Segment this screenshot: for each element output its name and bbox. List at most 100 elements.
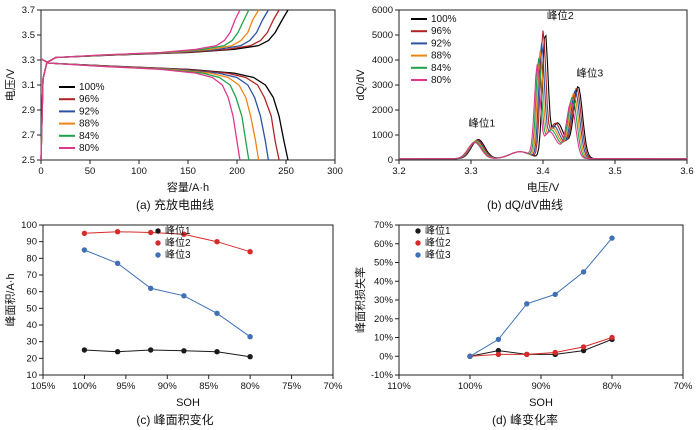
svg-text:20%: 20% <box>374 314 394 325</box>
svg-text:80: 80 <box>26 253 37 264</box>
svg-text:峰面积/A·h: 峰面积/A·h <box>4 273 17 326</box>
svg-text:100%: 100% <box>431 14 457 25</box>
svg-text:50: 50 <box>85 166 96 177</box>
svg-text:峰位2: 峰位2 <box>165 236 191 249</box>
svg-text:90: 90 <box>26 237 37 248</box>
svg-text:60%: 60% <box>374 239 394 250</box>
svg-text:80%: 80% <box>602 381 622 392</box>
svg-text:50: 50 <box>26 303 37 314</box>
svg-text:70: 70 <box>26 270 37 281</box>
svg-text:70%: 70% <box>374 220 394 231</box>
svg-text:96%: 96% <box>79 94 99 105</box>
svg-text:dQ/dV: dQ/dV <box>355 69 367 101</box>
svg-text:3.7: 3.7 <box>22 5 35 16</box>
svg-text:容量/A·h: 容量/A·h <box>167 180 209 194</box>
svg-text:2.5: 2.5 <box>22 155 35 166</box>
svg-text:80%: 80% <box>241 381 261 392</box>
svg-text:2000: 2000 <box>372 105 393 116</box>
svg-text:88%: 88% <box>79 119 99 130</box>
svg-text:2.7: 2.7 <box>22 130 35 141</box>
subplot-d: 110% 100% 90% 80% 70% -10% 0% 10% 20% 30% 40% 50% 60… <box>350 215 700 430</box>
svg-text:SOH: SOH <box>176 397 200 409</box>
chart-b-canvas: 3.2 3.3 3.4 3.5 3.6 0 1000 2000 3000 4000 5000 6000… <box>355 5 694 194</box>
svg-text:100: 100 <box>21 220 37 231</box>
svg-text:84%: 84% <box>431 63 451 74</box>
svg-text:100: 100 <box>131 166 147 177</box>
svg-text:100%: 100% <box>72 381 97 392</box>
svg-text:3.3: 3.3 <box>22 55 35 66</box>
svg-text:80%: 80% <box>79 143 99 154</box>
svg-text:3.2: 3.2 <box>392 166 405 177</box>
svg-text:75%: 75% <box>282 381 302 392</box>
svg-text:峰位3: 峰位3 <box>165 248 191 261</box>
svg-text:92%: 92% <box>79 106 99 117</box>
svg-text:电压/V: 电压/V <box>527 181 560 194</box>
svg-text:峰位1: 峰位1 <box>425 224 451 237</box>
svg-text:峰位2: 峰位2 <box>425 236 451 249</box>
svg-text:20: 20 <box>26 353 37 364</box>
svg-text:3.5: 3.5 <box>608 166 621 177</box>
svg-text:3.3: 3.3 <box>464 166 477 177</box>
svg-text:85%: 85% <box>199 381 219 392</box>
svg-text:30: 30 <box>26 337 37 348</box>
svg-text:3.1: 3.1 <box>22 80 35 91</box>
svg-text:峰位3: 峰位3 <box>576 66 603 79</box>
svg-text:70%: 70% <box>673 381 693 392</box>
svg-text:50%: 50% <box>374 258 394 269</box>
svg-text:84%: 84% <box>79 131 99 142</box>
svg-text:-10%: -10% <box>371 370 394 381</box>
chart-a-canvas: 0 50 100 150 200 250 300 2.5 2.7 2.9 3.1 3.3 3.5 3.7 容… <box>4 5 343 194</box>
svg-text:峰位1: 峰位1 <box>468 116 495 129</box>
svg-text:80%: 80% <box>431 75 451 86</box>
svg-text:峰位2: 峰位2 <box>547 9 574 22</box>
svg-text:100%: 100% <box>458 381 483 392</box>
svg-text:30%: 30% <box>374 295 394 306</box>
svg-text:2.9: 2.9 <box>22 105 35 116</box>
caption-d: (d) 峰变化率 <box>491 413 558 427</box>
svg-text:0%: 0% <box>379 351 393 362</box>
svg-text:1000: 1000 <box>372 130 393 141</box>
svg-text:92%: 92% <box>431 38 451 49</box>
svg-text:3000: 3000 <box>372 80 393 91</box>
chart-d-canvas: 110% 100% 90% 80% 70% -10% 0% 10% 20% 30% 40% 50% 60… <box>353 220 693 409</box>
svg-text:0: 0 <box>388 155 393 166</box>
subplot-b: 3.2 3.3 3.4 3.5 3.6 0 1000 2000 3000 4000 5000 6000… <box>350 0 700 215</box>
svg-text:90%: 90% <box>531 381 551 392</box>
svg-text:4000: 4000 <box>372 55 393 66</box>
svg-text:10: 10 <box>26 370 37 381</box>
svg-text:110%: 110% <box>387 381 411 392</box>
svg-text:100%: 100% <box>79 82 105 93</box>
svg-text:0: 0 <box>38 166 43 177</box>
caption-b: (b) dQ/dV曲线 <box>486 198 564 212</box>
svg-text:40: 40 <box>26 320 37 331</box>
caption-c: (c) 峰面积变化 <box>136 413 214 427</box>
svg-text:3.6: 3.6 <box>680 166 693 177</box>
svg-text:峰位3: 峰位3 <box>425 248 451 261</box>
svg-text:峰位1: 峰位1 <box>165 224 191 237</box>
svg-text:40%: 40% <box>374 276 394 287</box>
svg-text:3.5: 3.5 <box>22 30 35 41</box>
svg-text:电压/V: 电压/V <box>4 68 17 101</box>
svg-text:96%: 96% <box>431 26 451 37</box>
svg-text:10%: 10% <box>374 333 394 344</box>
svg-text:3.4: 3.4 <box>536 166 549 177</box>
svg-text:70%: 70% <box>323 381 343 392</box>
svg-text:300: 300 <box>327 166 343 177</box>
svg-text:峰面积损失率: 峰面积损失率 <box>353 267 367 333</box>
svg-text:250: 250 <box>278 166 294 177</box>
chart-c-canvas: 105% 100% 95% 90% 85% 80% 75% 70% 10 20 30 40 50 60 70… <box>4 220 343 409</box>
svg-text:95%: 95% <box>116 381 136 392</box>
svg-text:6000: 6000 <box>372 5 393 16</box>
subplot-c: 105% 100% 95% 90% 85% 80% 75% 70% 10 20 30 40 50 60 70… <box>0 215 350 430</box>
subplot-a: 0 50 100 150 200 250 300 2.5 2.7 2.9 3.1 3.3 3.5 3.7 容… <box>0 0 350 215</box>
svg-text:90%: 90% <box>158 381 178 392</box>
svg-text:200: 200 <box>229 166 245 177</box>
svg-text:5000: 5000 <box>372 30 393 41</box>
svg-text:SOH: SOH <box>529 397 553 409</box>
svg-text:105%: 105% <box>31 381 56 392</box>
caption-a: (a) 充放电曲线 <box>135 198 214 212</box>
svg-text:88%: 88% <box>431 51 451 62</box>
svg-text:150: 150 <box>180 166 196 177</box>
svg-text:60: 60 <box>26 287 37 298</box>
